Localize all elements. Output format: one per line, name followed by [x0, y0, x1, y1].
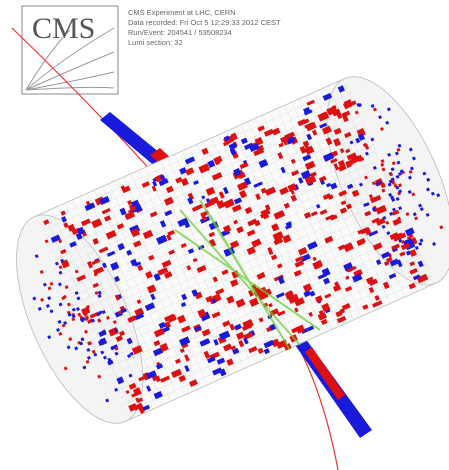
info-line: Data recorded: Fri Oct 5 12:29:33 2012 C…	[128, 18, 281, 27]
logo-text: CMS	[32, 12, 95, 45]
page: CMS CMS Experiment at LHC, CERN Data rec…	[0, 0, 449, 470]
info-line: CMS Experiment at LHC, CERN	[128, 8, 236, 17]
event-display: CMS CMS Experiment at LHC, CERN Data rec…	[0, 0, 449, 470]
info-line: Lumi section: 32	[128, 38, 183, 47]
logo: CMS	[22, 6, 118, 94]
info-line: Run/Event: 204541 / 53508234	[128, 28, 232, 37]
